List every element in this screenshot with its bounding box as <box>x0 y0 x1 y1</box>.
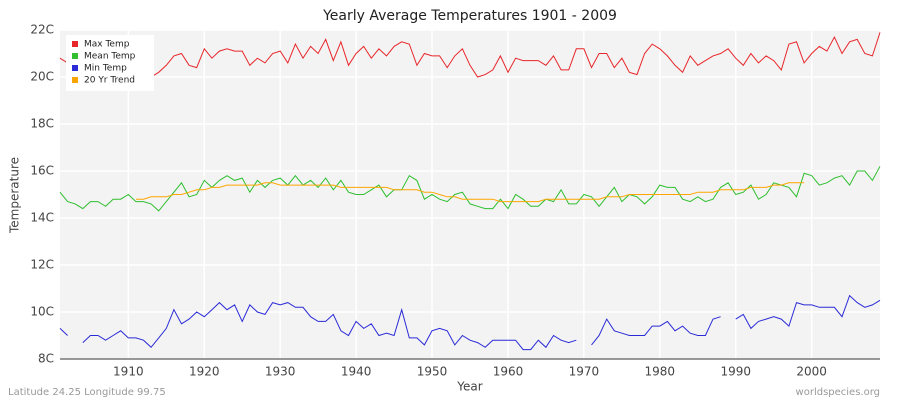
y-axis-label: Temperature <box>8 157 22 234</box>
legend-swatch <box>72 65 78 71</box>
legend-label: Max Temp <box>84 40 130 50</box>
x-axis-label: Year <box>456 380 482 394</box>
y-tick-label: 10C <box>30 305 54 319</box>
y-tick-label: 22C <box>30 23 54 37</box>
x-tick-label: 1950 <box>417 365 448 379</box>
y-tick-label: 20C <box>30 70 54 84</box>
legend-label: Min Temp <box>84 64 127 74</box>
footer-right: worldspecies.org <box>796 387 880 398</box>
y-tick-label: 8C <box>38 352 54 366</box>
series-line <box>735 294 881 330</box>
legend-label: 20 Yr Trend <box>84 76 135 86</box>
x-tick-label: 1990 <box>720 365 751 379</box>
legend-swatch <box>72 41 78 47</box>
y-tick-label: 18C <box>30 117 54 131</box>
x-tick-label: 1910 <box>113 365 144 379</box>
series-line <box>59 328 68 336</box>
series-line <box>591 316 721 346</box>
x-tick-label: 1940 <box>341 365 372 379</box>
x-tick-label: 1970 <box>569 365 600 379</box>
x-tick-label: 1960 <box>493 365 524 379</box>
series-line <box>59 32 881 78</box>
legend-swatch <box>72 77 78 83</box>
legend-swatch <box>72 53 78 59</box>
y-tick-label: 12C <box>30 258 54 272</box>
series-line <box>82 301 577 351</box>
y-tick-label: 16C <box>30 164 54 178</box>
series-line <box>59 166 881 212</box>
footer-left: Latitude 24.25 Longitude 99.75 <box>8 387 166 398</box>
y-tick-label: 14C <box>30 211 54 225</box>
legend-label: Mean Temp <box>84 52 136 62</box>
x-tick-label: 1920 <box>189 365 220 379</box>
x-tick-label: 2000 <box>796 365 827 379</box>
x-tick-label: 1980 <box>645 365 676 379</box>
chart-title: Yearly Average Temperatures 1901 - 2009 <box>322 8 617 24</box>
legend-box <box>66 35 154 91</box>
series-line <box>135 182 805 203</box>
x-tick-label: 1930 <box>265 365 296 379</box>
